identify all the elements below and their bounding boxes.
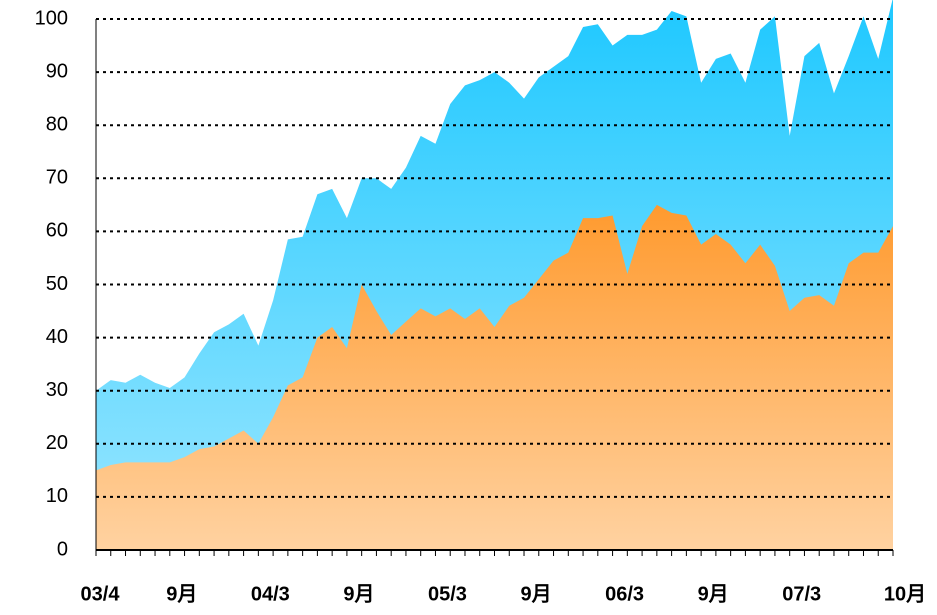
y-tick-label: 50 xyxy=(46,273,68,295)
y-tick-label: 90 xyxy=(46,60,68,82)
y-tick-label: 80 xyxy=(46,113,68,135)
y-tick-label: 30 xyxy=(46,379,68,401)
x-tick-label: 9月 xyxy=(698,583,729,605)
y-tick-label: 60 xyxy=(46,220,68,242)
x-tick-label: 07/3 xyxy=(782,583,821,605)
y-tick-label: 40 xyxy=(46,326,68,348)
y-tick-label: 70 xyxy=(46,167,68,189)
y-tick-label: 20 xyxy=(46,432,68,454)
x-tick-label: 9月 xyxy=(343,583,374,605)
x-tick-label: 06/3 xyxy=(605,583,644,605)
x-tick-label: 9月 xyxy=(520,583,551,605)
x-tick-label: 9月 xyxy=(166,583,197,605)
x-tick-label: 10月 xyxy=(884,583,926,605)
y-tick-label: 10 xyxy=(46,485,68,507)
y-tick-label: 100 xyxy=(35,7,68,29)
x-tick-label: 03/4 xyxy=(81,583,121,605)
x-tick-label: 04/3 xyxy=(251,583,290,605)
x-tick-label: 05/3 xyxy=(428,583,467,605)
area xyxy=(96,204,893,550)
y-tick-label: 0 xyxy=(57,538,68,560)
